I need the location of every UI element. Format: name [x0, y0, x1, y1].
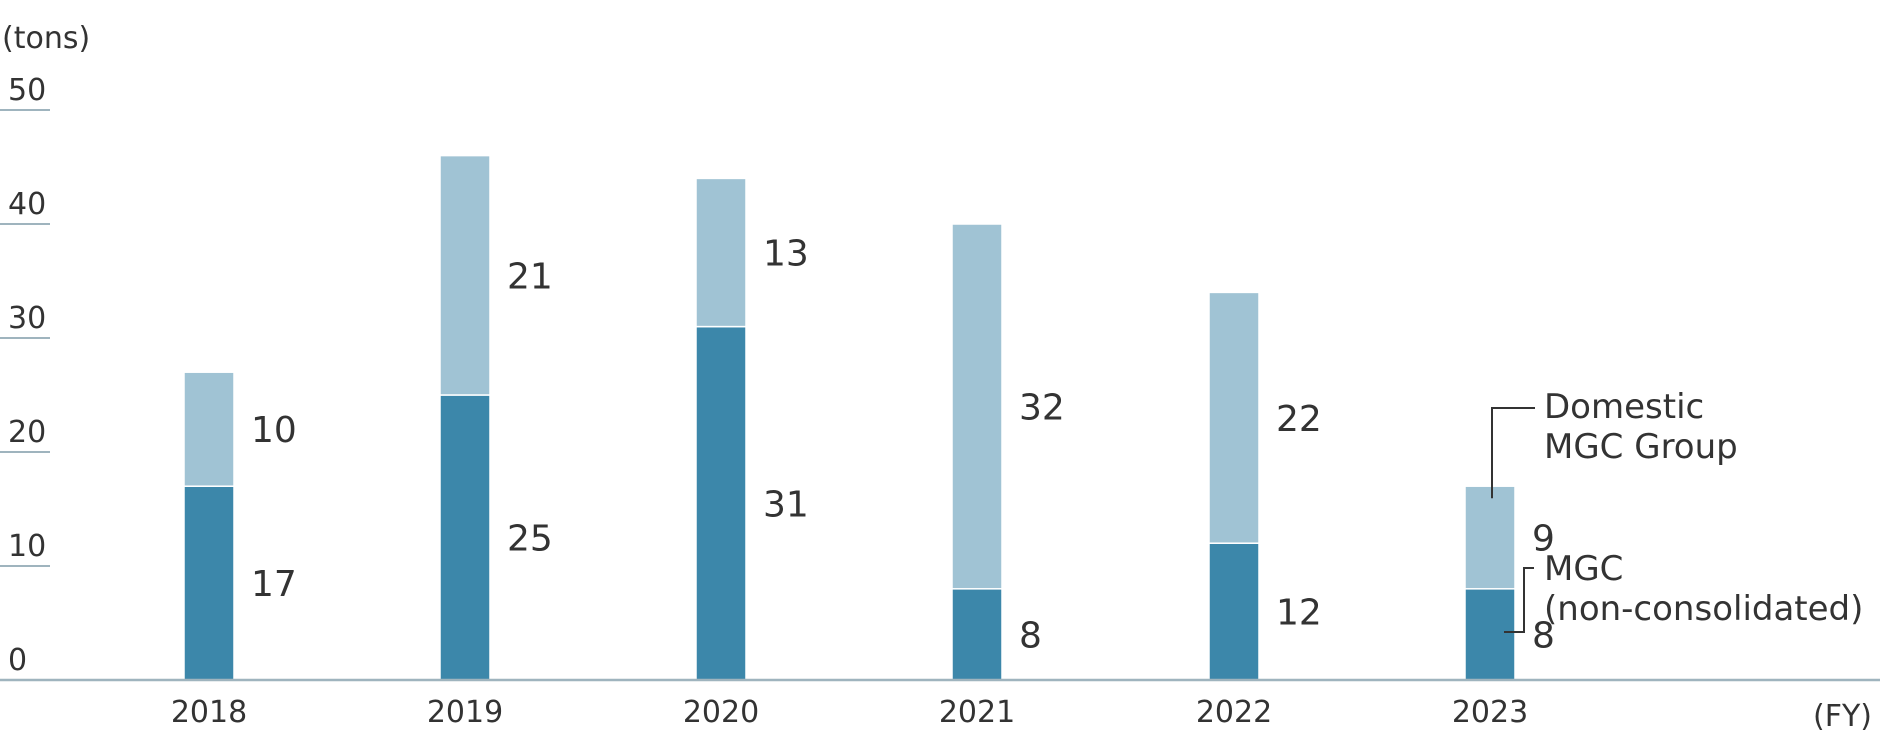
y-axis-ticks: 0 10 20 30 40 50: [0, 73, 50, 678]
y-tick-label-30: 30: [8, 301, 46, 336]
y-tick-label-40: 40: [8, 187, 46, 222]
value-label-2019-series-0: 25: [507, 519, 553, 560]
value-label-2023-series-1: 9: [1532, 519, 1555, 560]
bar-2020-series-1: [695, 177, 747, 328]
x-axis: 2018 2019 2020 2021 2022 2023: [0, 678, 1880, 730]
x-axis-unit-label: (FY): [1813, 699, 1872, 734]
value-label-2021-series-1: 32: [1019, 387, 1065, 428]
value-label-2021-series-0: 8: [1019, 615, 1042, 656]
legend-leader-domestic-mgc-group: [1491, 407, 1535, 499]
legend-leader-mgc-non-consolidated: [1504, 567, 1534, 633]
bars: [183, 154, 1516, 681]
bar-2018-series-1: [183, 371, 235, 487]
value-label-2019-series-1: 21: [507, 256, 553, 297]
value-label-2018-series-1: 10: [251, 410, 297, 451]
bar-2020-series-0: [695, 325, 747, 681]
y-tick-label-20: 20: [8, 415, 46, 450]
bar-2022-series-0: [1208, 542, 1260, 681]
value-label-2020-series-1: 13: [763, 234, 809, 275]
bar-2021-series-0: [951, 588, 1003, 681]
legend-label-mgc-non-consolidated-line-2: (non-consolidated): [1544, 589, 1863, 629]
bar-2019-series-1: [439, 154, 491, 396]
bar-2022-series-1: [1208, 291, 1260, 544]
y-tick-label-10: 10: [8, 529, 46, 564]
x-tick-label-2020: 2020: [683, 695, 759, 730]
legend-label-domestic-mgc-group-line-1: Domestic: [1544, 387, 1704, 427]
bar-2018-series-0: [183, 485, 235, 681]
bar-2021-series-1: [951, 223, 1003, 590]
bar-2019-series-0: [439, 394, 491, 681]
value-labels: 17 10 25 21 31 13 8 32 12 22 8 9: [251, 234, 1555, 657]
y-tick-label-50: 50: [8, 73, 46, 108]
bar-2023-series-1: [1464, 485, 1516, 590]
x-tick-label-2022: 2022: [1196, 695, 1272, 730]
legend-label-domestic-mgc-group-line-2: MGC Group: [1544, 427, 1738, 467]
legend-label-mgc-non-consolidated-line-1: MGC: [1544, 549, 1623, 589]
value-label-2020-series-0: 31: [763, 484, 809, 525]
value-label-2023-series-0: 8: [1532, 615, 1555, 656]
value-label-2018-series-0: 17: [251, 564, 297, 605]
y-tick-label-0: 0: [8, 643, 27, 678]
x-tick-label-2021: 2021: [939, 695, 1015, 730]
value-label-2022-series-0: 12: [1276, 593, 1322, 634]
bar-2023-series-0: [1464, 588, 1516, 681]
x-tick-label-2019: 2019: [427, 695, 503, 730]
x-tick-label-2018: 2018: [171, 695, 247, 730]
value-label-2022-series-1: 22: [1276, 399, 1322, 440]
y-axis-unit-label: (tons): [2, 21, 90, 56]
x-tick-label-2023: 2023: [1452, 695, 1528, 730]
